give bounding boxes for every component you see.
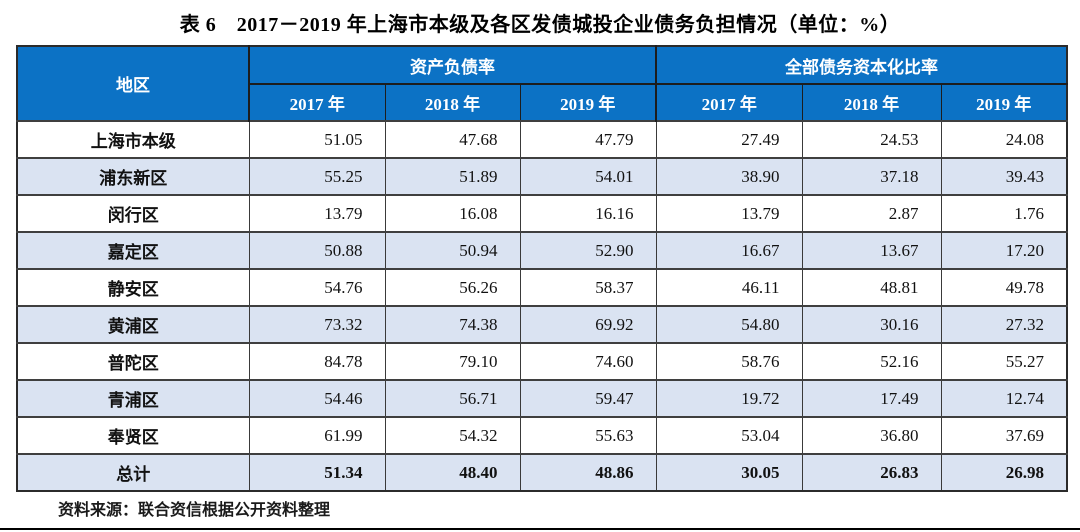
value-cell: 54.01: [519, 157, 657, 196]
value-cell: 26.83: [801, 453, 942, 492]
value-cell: 55.63: [519, 416, 657, 455]
value-cell: 16.08: [384, 194, 521, 233]
value-cell: 17.49: [801, 379, 942, 418]
value-cell: 48.86: [519, 453, 657, 492]
value-cell: 61.99: [248, 416, 386, 455]
value-cell: 51.05: [248, 120, 386, 159]
value-cell: 16.16: [519, 194, 657, 233]
value-cell: 37.18: [801, 157, 942, 196]
region-cell: 普陀区: [16, 342, 250, 381]
table-row: 静安区 54.76 56.26 58.37 46.11 48.81 49.78: [16, 268, 1068, 307]
table-row: 黄浦区 73.32 74.38 69.92 54.80 30.16 27.32: [16, 305, 1068, 344]
value-cell: 38.90: [655, 157, 803, 196]
value-cell: 13.79: [248, 194, 386, 233]
value-cell: 46.11: [655, 268, 803, 307]
value-cell: 84.78: [248, 342, 386, 381]
value-cell: 51.34: [248, 453, 386, 492]
value-cell: 73.32: [248, 305, 386, 344]
value-cell: 24.53: [801, 120, 942, 159]
value-cell: 26.98: [940, 453, 1068, 492]
total-row: 总计 51.34 48.40 48.86 30.05 26.83 26.98: [16, 453, 1068, 492]
value-cell: 74.38: [384, 305, 521, 344]
column-header-year-2017-a: 2017 年: [248, 83, 386, 122]
table-body: 上海市本级 51.05 47.68 47.79 27.49 24.53 24.08 浦东新区 5…: [16, 120, 1068, 492]
page-bottom-divider: [0, 528, 1080, 530]
value-cell: 47.68: [384, 120, 521, 159]
region-cell: 上海市本级: [16, 120, 250, 159]
value-cell: 55.27: [940, 342, 1068, 381]
value-cell: 79.10: [384, 342, 521, 381]
value-cell: 19.72: [655, 379, 803, 418]
table-row: 上海市本级 51.05 47.68 47.79 27.49 24.53 24.08: [16, 120, 1068, 159]
region-cell: 青浦区: [16, 379, 250, 418]
value-cell: 54.46: [248, 379, 386, 418]
value-cell: 27.32: [940, 305, 1068, 344]
region-cell: 浦东新区: [16, 157, 250, 196]
header-group-row: 地区 资产负债率 全部债务资本化比率: [16, 45, 1068, 122]
value-cell: 51.89: [384, 157, 521, 196]
value-cell: 39.43: [940, 157, 1068, 196]
value-cell: 47.79: [519, 120, 657, 159]
value-cell: 59.47: [519, 379, 657, 418]
table-row: 嘉定区 50.88 50.94 52.90 16.67 13.67 17.20: [16, 231, 1068, 270]
value-cell: 36.80: [801, 416, 942, 455]
column-header-year-2019-b: 2019 年: [940, 83, 1068, 122]
table-row: 奉贤区 61.99 54.32 55.63 53.04 36.80 37.69: [16, 416, 1068, 455]
value-cell: 24.08: [940, 120, 1068, 159]
region-cell: 总计: [16, 453, 250, 492]
region-cell: 静安区: [16, 268, 250, 307]
value-cell: 27.49: [655, 120, 803, 159]
column-group-total-debt-capitalization-ratio: 全部债务资本化比率: [654, 45, 1068, 85]
value-cell: 2.87: [801, 194, 942, 233]
value-cell: 12.74: [940, 379, 1068, 418]
column-header-region: 地区: [16, 45, 250, 122]
value-cell: 13.79: [655, 194, 803, 233]
region-cell: 黄浦区: [16, 305, 250, 344]
debt-burden-table: 地区 资产负债率 全部债务资本化比率 2017 年 2018 年 2019 年 …: [16, 45, 1069, 492]
table-row: 浦东新区 55.25 51.89 54.01 38.90 37.18 39.43: [16, 157, 1068, 196]
value-cell: 48.81: [801, 268, 942, 307]
table-header: 地区 资产负债率 全部债务资本化比率 2017 年 2018 年 2019 年 …: [16, 45, 1068, 122]
value-cell: 48.40: [384, 453, 521, 492]
column-header-year-2019-a: 2019 年: [519, 83, 657, 122]
value-cell: 49.78: [940, 268, 1068, 307]
table-row: 青浦区 54.46 56.71 59.47 19.72 17.49 12.74: [16, 379, 1068, 418]
value-cell: 56.26: [384, 268, 521, 307]
value-cell: 13.67: [801, 231, 942, 270]
value-cell: 17.20: [940, 231, 1068, 270]
value-cell: 74.60: [519, 342, 657, 381]
region-cell: 奉贤区: [16, 416, 250, 455]
column-header-year-2018-a: 2018 年: [384, 83, 521, 122]
value-cell: 37.69: [940, 416, 1068, 455]
value-cell: 30.16: [801, 305, 942, 344]
column-header-year-2018-b: 2018 年: [801, 83, 942, 122]
value-cell: 30.05: [655, 453, 803, 492]
column-header-year-2017-b: 2017 年: [655, 83, 803, 122]
value-cell: 52.90: [519, 231, 657, 270]
table-title: 表 6 2017－2019 年上海市本级及各区发债城投企业债务负担情况（单位：%…: [179, 14, 901, 36]
region-cell: 嘉定区: [16, 231, 250, 270]
header-year-row: 2017 年 2018 年 2019 年 2017 年 2018 年 2019 …: [17, 83, 1068, 122]
value-cell: 58.37: [519, 268, 657, 307]
value-cell: 56.71: [384, 379, 521, 418]
value-cell: 69.92: [519, 305, 657, 344]
region-cell: 闵行区: [16, 194, 250, 233]
value-cell: 53.04: [655, 416, 803, 455]
value-cell: 54.76: [248, 268, 386, 307]
value-cell: 52.16: [801, 342, 942, 381]
value-cell: 16.67: [655, 231, 803, 270]
value-cell: 1.76: [940, 194, 1068, 233]
table-row: 闵行区 13.79 16.08 16.16 13.79 2.87 1.76: [16, 194, 1068, 233]
value-cell: 58.76: [655, 342, 803, 381]
table-row: 普陀区 84.78 79.10 74.60 58.76 52.16 55.27: [16, 342, 1068, 381]
value-cell: 50.94: [384, 231, 521, 270]
value-cell: 54.32: [384, 416, 521, 455]
value-cell: 50.88: [248, 231, 386, 270]
value-cell: 54.80: [655, 305, 803, 344]
column-group-asset-liability-ratio: 资产负债率: [248, 45, 657, 85]
source-note: 资料来源：联合资信根据公开资料整理: [58, 502, 331, 519]
value-cell: 55.25: [248, 157, 386, 196]
